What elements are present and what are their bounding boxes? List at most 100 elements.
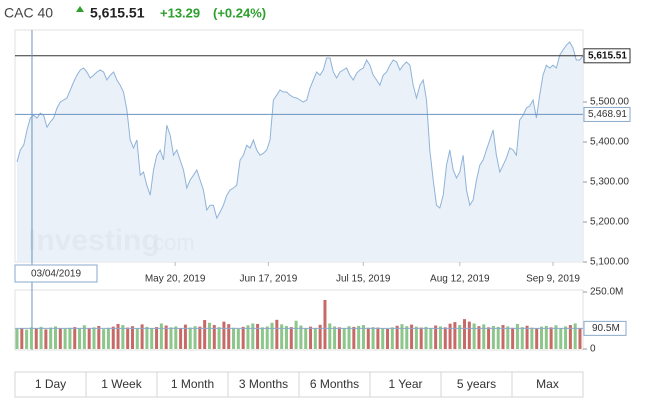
- volume-bar: [328, 323, 332, 349]
- volume-bar: [174, 326, 178, 349]
- volume-bar: [73, 327, 77, 349]
- volume-bar: [429, 328, 433, 349]
- volume-bar: [68, 327, 72, 349]
- button-label[interactable]: 1 Month: [171, 377, 214, 391]
- volume-bar: [135, 328, 139, 349]
- volume-bar: [92, 327, 96, 349]
- volume-bar: [366, 327, 370, 349]
- volume-bar: [376, 327, 380, 349]
- volume-bar: [155, 327, 159, 349]
- last-volume-box: [583, 320, 627, 336]
- volume-bar: [241, 326, 245, 349]
- y-tick-label: 5,100.00: [590, 257, 629, 268]
- volume-bar: [438, 326, 442, 349]
- volume-bar: [299, 325, 303, 349]
- button-label[interactable]: 1 Day: [35, 377, 66, 391]
- volume-bar: [463, 319, 467, 349]
- volume-bar: [448, 323, 452, 349]
- y-tick-label: 250.0M: [590, 287, 623, 298]
- volume-bar: [540, 326, 544, 349]
- button-box: [511, 371, 584, 398]
- y-tick-label: 5,200.00: [590, 217, 629, 228]
- y-tick-label: 5,400.00: [590, 137, 629, 148]
- volume-bar: [159, 323, 163, 349]
- volume-bar: [309, 326, 313, 349]
- last-price-label: 5,615.51: [588, 50, 627, 61]
- volume-bar: [535, 328, 539, 349]
- volume-bar: [313, 328, 317, 349]
- volume-bar: [506, 326, 510, 349]
- volume-bar: [116, 323, 120, 349]
- index-name: CAC 40: [4, 5, 53, 21]
- x-tick-label: Jul 15, 2019: [336, 274, 391, 285]
- volume-panel: [14, 289, 584, 351]
- volume-bar: [453, 322, 457, 349]
- last-volume-label: 90.5M: [592, 323, 620, 334]
- volume-bar: [251, 323, 255, 349]
- range-button[interactable]: 6 Months: [298, 371, 371, 398]
- volume-bar: [217, 327, 221, 349]
- volume-bar: [150, 328, 154, 349]
- volume-bar: [467, 321, 471, 349]
- volume-bar: [573, 323, 577, 349]
- volume-bar: [525, 325, 529, 349]
- volume-bar: [496, 326, 500, 349]
- button-label[interactable]: 6 Months: [310, 377, 359, 391]
- volume-bar: [289, 327, 293, 349]
- volume-bar: [275, 319, 279, 349]
- volume-bar: [487, 327, 491, 349]
- volume-bar: [352, 326, 356, 349]
- range-button[interactable]: 1 Day: [14, 371, 87, 398]
- volume-bar: [130, 326, 134, 349]
- volume-bar: [342, 328, 346, 349]
- button-box: [227, 371, 300, 398]
- area-fill: [17, 42, 583, 262]
- crosshair-date-label: 03/04/2019: [31, 269, 81, 280]
- button-label[interactable]: Max: [536, 377, 559, 391]
- volume-bar: [82, 325, 86, 349]
- volume-bar: [164, 325, 168, 349]
- range-button[interactable]: 5 years: [440, 371, 513, 398]
- button-label[interactable]: 5 years: [457, 377, 496, 391]
- button-label[interactable]: 1 Year: [388, 377, 422, 391]
- volume-bar: [544, 325, 548, 349]
- volume-bar: [472, 323, 476, 349]
- change-percent: (+0.24%): [213, 5, 266, 20]
- volume-bar: [179, 328, 183, 349]
- volume-bar: [371, 327, 375, 349]
- volume-bar: [515, 323, 519, 349]
- button-label[interactable]: 1 Week: [101, 377, 142, 391]
- volume-bar: [333, 326, 337, 349]
- volume-bar: [97, 325, 101, 349]
- volume-bar: [386, 328, 390, 349]
- volume-bar: [246, 325, 250, 349]
- volume-bar: [207, 322, 211, 349]
- volume-bar: [265, 326, 269, 349]
- button-box: [85, 371, 158, 398]
- range-button[interactable]: 3 Months: [227, 371, 300, 398]
- volume-bar: [232, 327, 236, 349]
- button-label[interactable]: 3 Months: [239, 377, 288, 391]
- volume-bar: [236, 328, 240, 349]
- volume-bar: [434, 325, 438, 349]
- volume-bar: [564, 326, 568, 349]
- volume-bar: [53, 326, 57, 349]
- volume-bar: [188, 327, 192, 349]
- volume-bar: [395, 325, 399, 349]
- range-button[interactable]: 1 Week: [85, 371, 158, 398]
- volume-bar: [294, 320, 298, 349]
- volume-bar: [111, 326, 115, 349]
- volume-bar: [361, 325, 365, 349]
- range-button[interactable]: 1 Month: [156, 371, 229, 398]
- volume-bar: [227, 324, 231, 349]
- volume-bar: [501, 325, 505, 349]
- x-tick-label: Sep 9, 2019: [526, 274, 580, 285]
- range-button[interactable]: Max: [511, 371, 584, 398]
- crosshair-date-box: [14, 264, 98, 283]
- volume-bar: [63, 328, 67, 349]
- volume-bar: [20, 328, 24, 349]
- range-button[interactable]: 1 Year: [369, 371, 442, 398]
- volume-bar: [183, 324, 187, 349]
- volume-bar: [400, 324, 404, 349]
- volume-bar: [280, 324, 284, 349]
